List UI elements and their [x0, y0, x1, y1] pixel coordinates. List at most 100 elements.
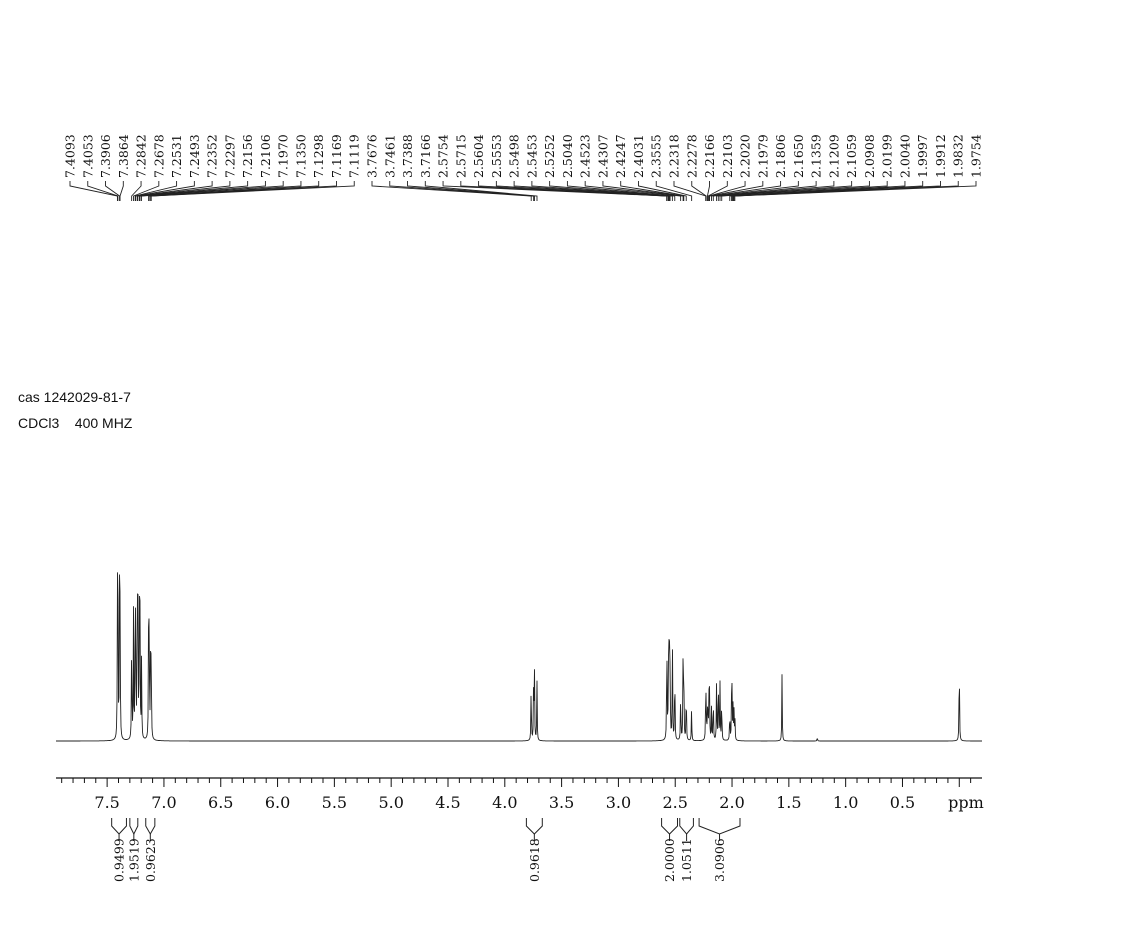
solvent-frequency: CDCl3 400 MHZ — [18, 415, 133, 431]
peak-leader-line — [638, 181, 687, 201]
peak-leader-line — [513, 181, 671, 201]
cas-number: cas 1242029-81-7 — [18, 389, 131, 405]
peak-label: 2.5252 — [542, 134, 557, 178]
integral-value-label: 1.9519 — [126, 838, 141, 882]
peak-label: 2.2020 — [738, 134, 753, 178]
peak-leader-line — [717, 181, 835, 201]
peak-label: 7.4053 — [80, 134, 95, 178]
peak-label: 2.1059 — [844, 134, 859, 178]
peak-leader-line — [707, 181, 728, 201]
peak-label: 7.3906 — [98, 134, 113, 178]
peak-leader-line — [148, 181, 302, 201]
peak-leader-line — [602, 181, 684, 201]
peak-leader-line — [495, 181, 670, 201]
x-tick-label: 2.0 — [719, 793, 744, 812]
peak-leader-line — [133, 181, 160, 201]
peak-leader-line — [716, 181, 817, 201]
x-tick-label: 3.5 — [549, 793, 574, 812]
peak-label: 2.5715 — [453, 134, 468, 178]
peak-leader-line — [478, 181, 669, 201]
integral-bracket — [525, 818, 543, 835]
peak-label: 3.7676 — [365, 134, 380, 178]
peak-leader-line — [655, 181, 693, 201]
peak-label: 7.1298 — [311, 134, 326, 178]
peak-label: 2.1359 — [809, 134, 824, 178]
x-tick-label: 1.5 — [776, 793, 801, 812]
x-tick-label: 4.5 — [435, 793, 460, 812]
peak-leader-line — [708, 181, 746, 201]
peak-label: 3.7166 — [418, 134, 433, 178]
x-tick-label: 3.0 — [606, 793, 631, 812]
peak-leader-line — [136, 181, 213, 201]
peak-label: 7.2531 — [169, 134, 184, 178]
peak-leader-line — [150, 181, 355, 201]
x-tick-label: 5.5 — [322, 793, 347, 812]
x-tick-label: 6.0 — [265, 793, 290, 812]
peak-label: 2.4247 — [613, 134, 628, 178]
peak-label: 7.2352 — [205, 134, 220, 178]
peak-label: 7.1119 — [347, 134, 362, 178]
peak-label: 2.0199 — [880, 134, 895, 178]
peak-leader-line — [424, 181, 538, 201]
peak-label: 7.2678 — [151, 134, 166, 178]
peak-leader-line — [69, 181, 118, 201]
x-axis-unit-label: ppm — [948, 793, 984, 812]
peak-label: 7.2842 — [134, 134, 149, 178]
peak-label: 7.2106 — [258, 134, 273, 178]
peak-label-layer: 7.4093 7.4053 7.3906 7.3864 7.2842 7.2678 7.25… — [63, 134, 984, 201]
integral-bracket — [698, 818, 741, 835]
peak-leader-line — [691, 181, 707, 201]
integral-layer: 0.9499 1.9519 0.9623 0.9618 2.0000 1.0511 3.09… — [111, 818, 741, 882]
peak-leader-line — [139, 181, 266, 201]
peak-leader-line — [407, 181, 535, 201]
integral-value-label: 3.0906 — [712, 838, 727, 882]
x-tick-label: 6.5 — [208, 793, 233, 812]
peak-leader-line — [150, 181, 337, 201]
peak-leader-line — [729, 181, 888, 201]
peak-label: 7.2156 — [240, 134, 255, 178]
x-tick-label: 1.0 — [833, 793, 858, 812]
peak-label: 2.5553 — [489, 134, 504, 178]
peak-leader-line — [673, 181, 707, 201]
peak-label: 1.9754 — [969, 134, 984, 178]
peak-leader-line — [731, 181, 906, 201]
peak-label: 2.1209 — [826, 134, 841, 178]
x-tick-label: 0.5 — [890, 793, 915, 812]
peak-label: 2.5040 — [560, 134, 575, 178]
peak-leader-line — [148, 181, 320, 201]
spectrum-layer — [56, 572, 982, 742]
peak-leader-line — [87, 181, 119, 201]
peak-leader-line — [460, 181, 668, 201]
peak-label: 7.3864 — [116, 134, 131, 178]
peak-leader-line — [566, 181, 676, 201]
peak-leader-line — [119, 181, 124, 201]
peak-label: 2.5754 — [436, 134, 451, 178]
peak-label: 7.1970 — [276, 134, 291, 178]
integral-bracket — [145, 818, 156, 836]
x-tick-label: 2.5 — [663, 793, 688, 812]
x-tick-label: 7.5 — [94, 793, 119, 812]
x-tick-label: 5.0 — [378, 793, 403, 812]
peak-label: 2.5453 — [524, 134, 539, 178]
peak-leader-line — [711, 181, 782, 201]
peak-label: 2.1979 — [755, 134, 770, 178]
peak-leader-line — [135, 181, 195, 201]
peak-label: 7.1169 — [329, 134, 344, 178]
integral-value-label: 0.9618 — [527, 838, 542, 882]
peak-leader-line — [389, 181, 535, 201]
peak-label: 7.2297 — [222, 134, 237, 178]
x-axis: 7.5 7.0 6.5 6.0 5.5 5.0 4.5 4.0 3.5 3.0 2.5 2.0 1.5 1… — [56, 777, 984, 812]
peak-leader-line — [137, 181, 231, 201]
integral-value-label: 0.9623 — [143, 838, 158, 882]
peak-label: 7.4093 — [63, 134, 78, 178]
peak-label: 2.2318 — [667, 134, 682, 178]
peak-leader-line — [712, 181, 799, 201]
peak-label: 2.1650 — [791, 134, 806, 178]
peak-leader-line — [706, 181, 710, 201]
peak-leader-line — [138, 181, 249, 201]
peak-label: 7.1350 — [293, 134, 308, 178]
integral-bracket — [679, 818, 694, 835]
integral-value-label: 0.9499 — [112, 838, 127, 882]
peak-label: 2.0908 — [862, 134, 877, 178]
